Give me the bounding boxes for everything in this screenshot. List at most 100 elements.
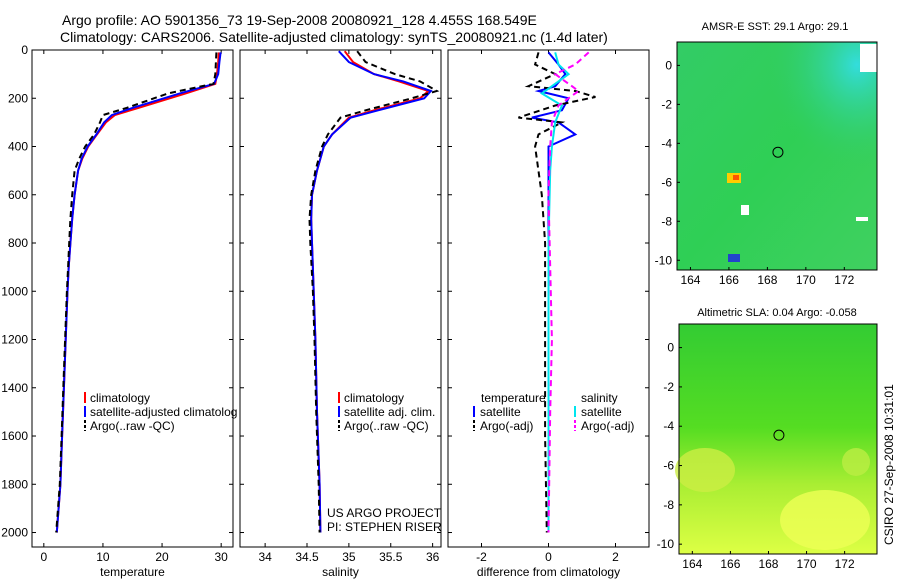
argo-position-marker [773,429,785,441]
map-x-tick-label: 164 [682,557,702,571]
x-tick-label: 34 [258,550,272,564]
sla-high [780,490,870,550]
legend-label-satellite: satellite-adjusted climatolog [90,405,237,419]
x-axis-label: temperature [100,565,165,579]
figure-title-line2: Climatology: CARS2006. Satellite-adjuste… [60,29,608,45]
plot-frame [239,49,442,548]
x-tick-label: 34.5 [295,550,319,564]
x-axis-label: difference from climatology [477,565,620,579]
map-x-tick-label: 168 [758,557,778,571]
depth-tick-label: 1000 [1,284,28,298]
sst-warm-pool [677,42,877,270]
depth-axis: 0 200 400 600 800 1000 1200 1400 1600 1800 2000 [1,43,28,540]
legend-label-temp-argo: Argo(-adj) [480,419,533,433]
depth-tick-label: 200 [8,91,28,105]
legend-label-climatology: climatology [344,391,404,405]
sst-map-frame [676,41,878,271]
pi-label: PI: STEPHEN RISER [327,520,442,534]
x-tick-label: 2 [612,550,619,564]
map-x-tick-label: 168 [757,273,777,287]
map-x-tick-label: 172 [834,273,854,287]
map-y-tick-label: -4 [663,419,674,433]
argo-position-marker [772,146,784,158]
x-tick-label: 0 [545,550,552,564]
sla-high [675,448,735,492]
map-y-tick-label: -6 [663,459,674,473]
sst-gap [856,217,868,221]
legend-label-temp-satellite: satellite [480,405,521,419]
difference-legend: temperature salinity satellite Argo(-adj… [473,391,634,433]
sst-map-title: AMSR-E SST: 29.1 Argo: 29.1 [702,21,849,33]
map-y-tick-label: 0 [667,341,674,355]
temperature-legend: climatology satellite-adjusted climatolo… [84,391,237,433]
map-y-tick-label: -8 [661,214,672,228]
salinity-panel: 34 34.5 35 35.5 36 salinity [239,49,442,579]
x-tick-label: 35.5 [379,550,403,564]
legend-label-satellite: satellite adj. clim. [344,405,435,419]
depth-tick-label: 0 [21,43,28,57]
sst-gap [741,205,749,215]
x-tick-label: 0 [40,550,47,564]
depth-tick-label: 800 [8,236,28,250]
legend-label-sal-satellite: satellite [581,405,622,419]
series-line [547,51,590,533]
depth-tick-label: 1600 [1,429,28,443]
sla-map-frame [678,323,878,555]
salinity-legend: climatology satellite adj. clim. Argo(..… [327,391,442,534]
x-tick-label: -2 [476,550,487,564]
series-line [518,52,596,533]
legend-label-argo: Argo(..raw -QC) [90,419,175,433]
map-y-tick-label: -10 [655,253,673,267]
series-line [539,52,571,533]
sst-map: 164 166 168 170 172 0 -2 -4 -6 -8 -10 [655,41,878,287]
depth-tick-label: 1200 [1,333,28,347]
legend-title-salinity: salinity [581,391,618,405]
x-tick-label: 35 [342,550,356,564]
map-y-tick-label: -6 [661,175,672,189]
series-line [310,50,433,533]
map-y-tick-label: -4 [661,136,672,150]
series-line [308,50,440,533]
depth-tick-label: 2000 [1,526,28,540]
depth-tick-label: 600 [8,188,28,202]
sla-map: 164 166 168 170 172 0 -2 -4 -6 -8 -10 [657,323,878,571]
x-tick-label: 36 [426,550,440,564]
legend-label-argo: Argo(..raw -QC) [344,419,429,433]
figure-title-line1: Argo profile: AO 5901356_73 19-Sep-2008 … [62,12,537,28]
map-x-tick-label: 166 [720,557,740,571]
legend-label-climatology: climatology [90,391,150,405]
map-x-tick-label: 164 [680,273,700,287]
legend-label-sal-argo: Argo(-adj) [581,419,634,433]
map-y-tick-label: 0 [665,58,672,72]
map-y-tick-label: -2 [661,97,672,111]
depth-tick-label: 400 [8,140,28,154]
project-label: US ARGO PROJECT [327,506,442,520]
depth-tick-label: 1400 [1,381,28,395]
credit-text: CSIRO 27-Sep-2008 10:31:01 [882,384,896,545]
x-tick-label: 10 [96,550,110,564]
x-tick-label: 30 [214,550,228,564]
map-y-tick-label: -8 [663,498,674,512]
map-x-tick-label: 166 [719,273,739,287]
sla-high [842,448,870,476]
sst-cold-patch [728,254,740,262]
series-line [55,52,218,533]
map-x-tick-label: 172 [835,557,855,571]
x-tick-label: 20 [155,550,169,564]
sla-map-ticks: 164 166 168 170 172 0 -2 -4 -6 -8 -10 [657,341,855,571]
sla-map-title: Altimetric SLA: 0.04 Argo: -0.058 [697,307,857,319]
legend-title-temperature: temperature [481,391,546,405]
plot-frame [31,49,234,548]
map-y-tick-label: -10 [657,537,675,551]
sst-anomaly-core [733,175,739,180]
map-x-tick-label: 170 [797,557,817,571]
temperature-panel: 0 10 20 30 temperature [31,49,234,579]
x-axis-label: salinity [322,565,359,579]
sst-map-ticks: 164 166 168 170 172 0 -2 -4 -6 -8 -10 [655,58,855,287]
sst-land-patch [860,44,877,72]
map-y-tick-label: -2 [663,380,674,394]
depth-tick-label: 1800 [1,477,28,491]
map-x-tick-label: 170 [796,273,816,287]
